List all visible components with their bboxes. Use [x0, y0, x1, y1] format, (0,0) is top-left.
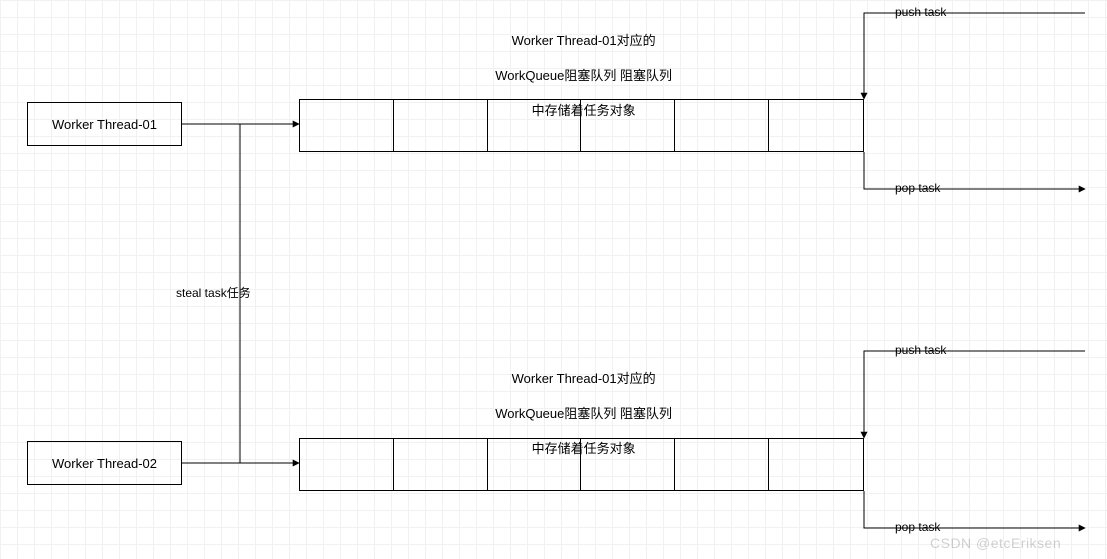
queue2-caption-line1: Worker Thread-01对应的: [512, 371, 656, 386]
worker-thread-2-label: Worker Thread-02: [52, 456, 157, 471]
queue1-caption: Worker Thread-01对应的 WorkQueue阻塞队列 阻塞队列 中…: [300, 14, 860, 119]
queue1-caption-line3: 中存储着任务对象: [532, 103, 636, 118]
queue2-caption: Worker Thread-01对应的 WorkQueue阻塞队列 阻塞队列 中…: [300, 352, 860, 457]
worker-thread-2-box: Worker Thread-02: [27, 441, 182, 485]
queue2-caption-line3: 中存储着任务对象: [532, 441, 636, 456]
push-task-2-label: push task: [895, 343, 946, 357]
queue2-caption-line2: WorkQueue阻塞队列 阻塞队列: [495, 406, 672, 421]
queue1-caption-line1: Worker Thread-01对应的: [512, 33, 656, 48]
worker-thread-1-label: Worker Thread-01: [52, 117, 157, 132]
pop-task-1-label: pop task: [895, 181, 940, 195]
pop-task-2-label: pop task: [895, 520, 940, 534]
worker-thread-1-box: Worker Thread-01: [27, 102, 182, 146]
push-task-1-label: push task: [895, 5, 946, 19]
edge-push-task-2: [864, 351, 1085, 438]
edge-push-task-1: [864, 13, 1085, 99]
steal-task-label: steal task任务: [176, 284, 251, 301]
queue1-caption-line2: WorkQueue阻塞队列 阻塞队列: [495, 68, 672, 83]
watermark-text: CSDN @etcEriksen: [930, 535, 1061, 551]
